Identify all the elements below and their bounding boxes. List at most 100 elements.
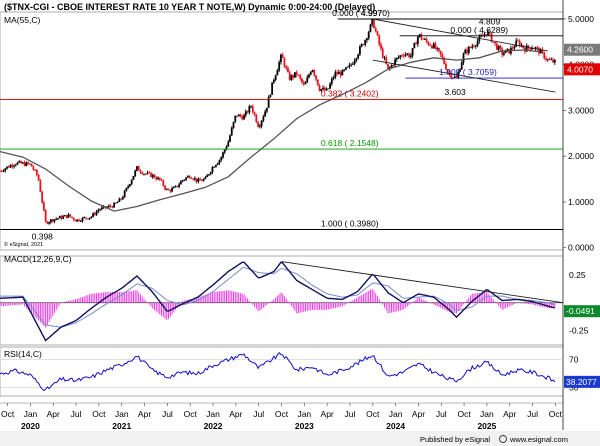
candle-body — [265, 107, 268, 112]
candle-body — [11, 165, 14, 167]
ma-label: MA(55,C) — [4, 15, 41, 25]
candle-body — [7, 166, 10, 168]
rsi-badge-label: 38.2077 — [566, 377, 597, 387]
macd-badge — [564, 305, 600, 318]
candle-body — [309, 72, 312, 75]
candle-body — [272, 79, 275, 83]
candle-body — [369, 24, 372, 32]
candle-body — [122, 197, 124, 200]
candle-body — [413, 43, 416, 49]
candle-body — [260, 120, 263, 127]
candle-body — [250, 106, 252, 108]
candle-body — [85, 217, 87, 219]
candle-body — [399, 55, 402, 58]
candle-body — [141, 172, 144, 175]
candle-body — [14, 164, 17, 166]
candle-body — [343, 69, 346, 71]
candle-body — [274, 75, 277, 80]
macd-y-tick-label: 0.25 — [569, 270, 586, 280]
candle-body — [222, 152, 224, 158]
macd-panel — [0, 261, 564, 342]
candle-body — [69, 214, 72, 217]
candle-body — [518, 40, 521, 47]
candle-body — [67, 214, 70, 218]
candle-body — [206, 175, 209, 178]
candle-body — [397, 57, 400, 59]
candle-body — [446, 69, 449, 72]
candle-body — [506, 48, 509, 51]
candle-body — [113, 203, 116, 208]
candle-body — [204, 177, 207, 180]
candle-body — [404, 54, 407, 56]
candle-body — [148, 172, 151, 174]
candle-body — [58, 216, 61, 219]
candle-body — [316, 79, 319, 86]
candle-body — [0, 170, 3, 172]
candle-body — [541, 49, 544, 53]
year-label: 2022 — [204, 421, 223, 431]
candle-body — [301, 78, 303, 83]
candle-body — [495, 43, 498, 50]
candle-body — [139, 170, 142, 173]
candle-body — [41, 191, 44, 203]
candle-body — [487, 31, 489, 35]
candle-body — [150, 172, 152, 177]
candle-body — [341, 70, 344, 76]
candle-body — [144, 173, 147, 175]
fib-label: 0.382 ( 3.2402) — [321, 88, 379, 98]
candle-body — [448, 71, 451, 75]
x-tick-label: Oct — [549, 409, 563, 419]
price-badge-label: 4.2600 — [567, 45, 593, 55]
candle-body — [325, 88, 328, 91]
candle-body — [485, 34, 488, 36]
candle-body — [295, 72, 298, 75]
candle-body — [536, 47, 539, 49]
candle-body — [218, 160, 221, 164]
candle-body — [269, 94, 272, 97]
candle-body — [232, 121, 235, 128]
candle-body — [253, 112, 256, 115]
candle-body — [153, 174, 156, 178]
candle-body — [237, 114, 240, 117]
candle-body — [283, 58, 286, 67]
candle-body — [72, 217, 75, 220]
candle-body — [195, 178, 198, 182]
candle-body — [304, 82, 307, 85]
candle-body — [539, 49, 542, 54]
candle-body — [436, 47, 439, 49]
macd-y-tick-label: -0.25 — [569, 326, 589, 336]
candle-body — [234, 115, 237, 122]
candle-body — [264, 111, 267, 117]
candle-body — [550, 59, 553, 61]
x-tick-label: Jul — [71, 409, 82, 419]
candle-body — [164, 185, 166, 190]
candle-body — [313, 70, 316, 76]
ma55-line — [0, 49, 541, 212]
candle-body — [529, 47, 532, 50]
rsi-line — [0, 351, 556, 392]
macd-panel-title: MACD(12,26,9,C) — [4, 254, 72, 264]
candle-body — [160, 179, 163, 181]
candle-body — [464, 49, 467, 54]
candle-body — [185, 177, 188, 180]
candle-body — [453, 76, 456, 78]
price-badge — [564, 63, 600, 76]
candle-body — [134, 170, 137, 177]
candle-body — [262, 116, 265, 121]
x-tick-label: Oct — [275, 409, 289, 419]
chart-title: ($TNX-CGI - CBOE INTEREST RATE 10 YEAR T… — [4, 2, 375, 12]
rsi-panel-title: RSI(14,C) — [4, 349, 42, 359]
candle-body — [2, 170, 5, 172]
candle-body — [188, 176, 191, 178]
candle-body — [357, 54, 360, 59]
candle-body — [157, 177, 159, 180]
candle-body — [243, 115, 245, 120]
candle-body — [422, 38, 425, 40]
x-tick-label: Jan — [24, 409, 38, 419]
x-tick-label: Jul — [253, 409, 264, 419]
footer-published: Published by eSignal — [420, 435, 490, 444]
candle-body — [409, 55, 412, 57]
candle-body — [71, 216, 73, 218]
candle-body — [350, 64, 353, 66]
candle-body — [213, 166, 216, 168]
